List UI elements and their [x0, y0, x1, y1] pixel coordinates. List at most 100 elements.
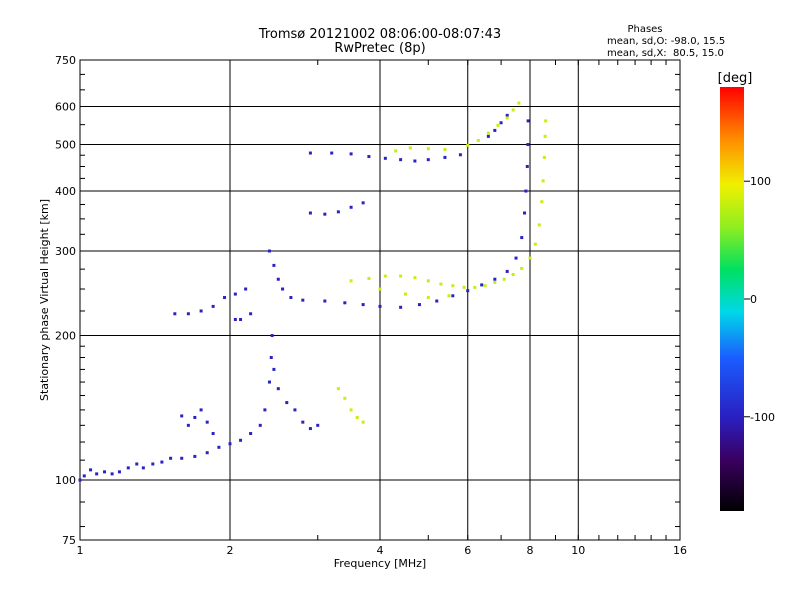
echo-point-O [308, 151, 312, 155]
y-tick-label: 300 [55, 245, 76, 258]
echo-point-O [336, 210, 340, 214]
echo-point-O [267, 249, 271, 253]
echo-point-O [244, 287, 248, 291]
echo-point-O [524, 189, 528, 193]
echo-point-O [180, 414, 184, 418]
echo-point-X [367, 276, 371, 280]
echo-point-X [426, 279, 430, 283]
echo-point-O [151, 462, 155, 466]
echo-point-O [399, 158, 403, 162]
echo-point-O [263, 408, 267, 412]
echo-point-O [486, 134, 490, 138]
echo-point-O [520, 236, 524, 240]
echo-point-O [505, 269, 509, 273]
x-tick-label: 6 [464, 544, 471, 557]
echo-point-O [323, 299, 327, 303]
y-tick-label: 750 [55, 54, 76, 67]
echo-point-O [293, 408, 297, 412]
x-axis-label: Frequency [MHz] [334, 557, 426, 570]
echo-point-O [308, 427, 312, 431]
echo-point-X [511, 108, 515, 112]
echo-point-O [269, 355, 273, 359]
echo-point-O [199, 408, 203, 412]
echo-point-X [541, 179, 545, 183]
echo-point-O [249, 312, 253, 316]
x-tick-label: 10 [571, 544, 585, 557]
echo-point-X [543, 134, 547, 138]
echo-point-O [451, 294, 455, 298]
echo-point-X [451, 284, 455, 288]
y-axis-label: Stationary phase Virtual Height [km] [38, 199, 51, 401]
echo-point-O [466, 289, 470, 293]
echo-point-O [199, 309, 203, 313]
echo-point-X [439, 282, 443, 286]
echo-point-X [520, 266, 524, 270]
echo-point-X [426, 296, 430, 300]
echo-point-O [361, 303, 365, 307]
echo-point-O [217, 445, 221, 449]
echo-point-X [383, 274, 387, 278]
x-tick-label: 1 [77, 544, 84, 557]
echo-point-X [413, 276, 417, 280]
echo-point-O [276, 387, 280, 391]
echo-point-O [82, 474, 86, 478]
x-tick-label: 2 [227, 544, 234, 557]
echo-point-O [233, 317, 237, 321]
colorbar-label: [deg] [718, 71, 753, 86]
echo-point-X [399, 274, 403, 278]
colorbar-tick-label: 0 [750, 293, 757, 306]
echo-point-O [413, 159, 417, 163]
echo-point-O [211, 304, 215, 308]
echo-point-O [205, 451, 209, 455]
echo-point-O [523, 211, 527, 215]
echo-point-X [355, 415, 359, 419]
phase-stats-o-mode: mean, sd,O: -98.0, 15.5 [607, 36, 725, 47]
echo-point-X [473, 285, 477, 289]
echo-point-O [89, 468, 93, 472]
echo-point-X [462, 285, 466, 289]
echo-point-O [499, 121, 503, 125]
echo-point-O [480, 283, 484, 287]
colorbar-ticks: 100 0 -100 [744, 175, 775, 424]
phase-stats-x-mode: mean, sd,X: 80.5, 15.0 [607, 48, 724, 59]
echo-point-X [542, 155, 546, 159]
echo-point-X [528, 256, 532, 260]
echo-point-O [458, 153, 462, 157]
echo-point-O [270, 334, 274, 338]
echo-point-O [301, 298, 305, 302]
echo-point-O [330, 151, 334, 155]
echo-point-O [160, 460, 164, 464]
echo-point-O [323, 212, 327, 216]
echo-point-X [466, 143, 470, 147]
echo-point-O [211, 432, 215, 436]
echo-point-O [281, 287, 285, 291]
echo-point-X [544, 119, 548, 123]
echo-point-O [169, 456, 173, 460]
echo-point-O [205, 420, 209, 424]
echo-point-X [336, 387, 340, 391]
echo-point-X [349, 279, 353, 283]
colorbar-tick-label: 100 [750, 175, 771, 188]
echo-point-O [361, 201, 365, 205]
y-tick-label: 75 [62, 534, 76, 547]
echo-point-O [383, 156, 387, 160]
echo-point-O [505, 113, 509, 117]
x-tick-label: 4 [377, 544, 384, 557]
echo-point-O [308, 211, 312, 215]
echo-point-O [233, 292, 237, 296]
echo-point-X [403, 292, 407, 296]
echo-point-O [289, 296, 293, 300]
x-tick-label: 8 [527, 544, 534, 557]
echo-point-X [517, 101, 521, 105]
echo-point-O [95, 472, 99, 476]
echo-point-X [486, 131, 490, 135]
echo-point-X [483, 284, 487, 288]
echo-point-O [186, 312, 190, 316]
echo-point-O [349, 152, 353, 156]
plot-area [78, 59, 681, 541]
echo-point-O [526, 119, 530, 123]
echo-point-O [267, 380, 271, 384]
echo-point-X [443, 148, 447, 152]
echo-point-O [285, 401, 289, 405]
echo-point-O [141, 466, 145, 470]
